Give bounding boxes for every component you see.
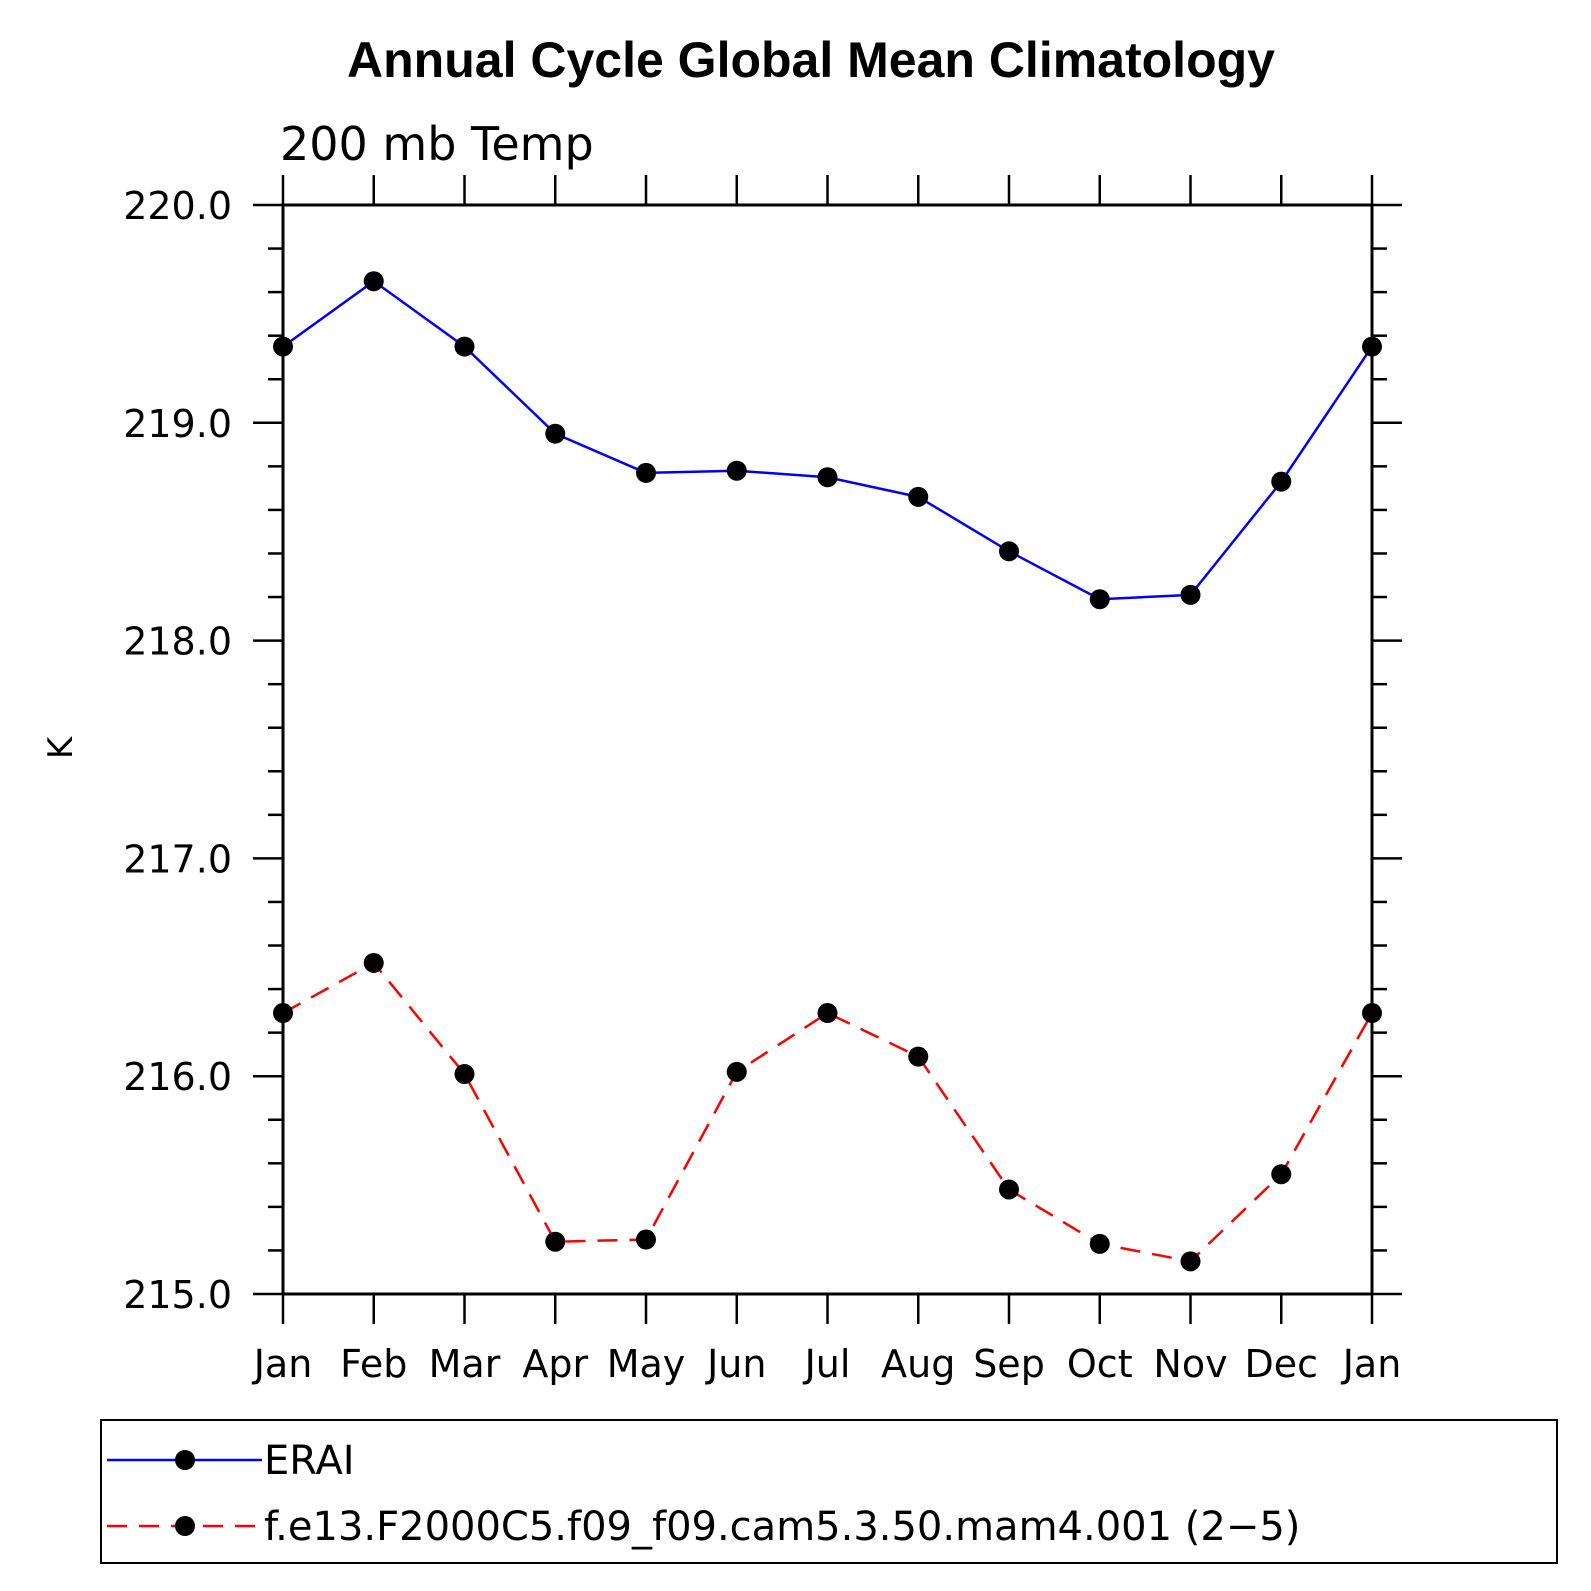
x-tick-label: Jul: [803, 1342, 851, 1386]
x-tick-label: Sep: [973, 1342, 1045, 1386]
y-tick-label: 215.0: [123, 1273, 232, 1317]
x-tick-label: Jun: [705, 1342, 766, 1386]
x-tick-label: May: [607, 1342, 686, 1386]
series-0-point: [1089, 589, 1110, 610]
chart-subtitle: 200 mb Temp: [280, 117, 594, 171]
series-1-point: [817, 1003, 838, 1024]
series-1-point: [545, 1231, 566, 1252]
x-tick-label: Feb: [340, 1342, 407, 1386]
y-axis-ticks: 215.0 216.0 217.0 218.0 219.0 220.0: [123, 184, 1402, 1317]
x-tick-label: Dec: [1244, 1342, 1318, 1386]
legend-label-model: f.e13.F2000C5.f09_f09.cam5.3.50.mam4.001…: [264, 1504, 1300, 1550]
chart-title: Annual Cycle Global Mean Climatology: [347, 32, 1275, 88]
series-1-point: [363, 952, 384, 973]
series-0-point: [908, 486, 929, 507]
series-0-point: [273, 336, 293, 357]
series-0-point: [363, 271, 384, 292]
series-1-point: [726, 1061, 747, 1082]
series-1-point: [1362, 1003, 1382, 1024]
x-tick-label: Jan: [252, 1342, 313, 1386]
x-tick-label: Jan: [1341, 1342, 1402, 1386]
series-0-point: [999, 541, 1019, 562]
x-tick-label: Mar: [429, 1342, 501, 1386]
x-tick-label: Nov: [1153, 1342, 1227, 1386]
series-0-point: [817, 467, 838, 488]
series-1-point: [636, 1229, 656, 1250]
legend-marker-erai: [175, 1450, 195, 1470]
series-0-point: [1362, 336, 1382, 357]
y-axis-label: K: [41, 735, 81, 759]
y-tick-label: 216.0: [123, 1055, 232, 1099]
series-0-point: [636, 462, 656, 483]
series-1-point: [1089, 1233, 1110, 1254]
y-tick-label: 219.0: [123, 402, 232, 446]
x-tick-label: Apr: [522, 1342, 588, 1386]
y-tick-label: 218.0: [123, 620, 232, 664]
series-1-point: [999, 1179, 1019, 1200]
series-0-point: [1180, 584, 1201, 605]
series-0-point: [545, 423, 566, 444]
series-0-point: [454, 336, 475, 357]
series-layer: [273, 271, 1382, 1272]
y-tick-label: 220.0: [123, 184, 232, 228]
x-tick-label: Aug: [881, 1342, 955, 1386]
legend-label-erai: ERAI: [264, 1438, 355, 1484]
series-1-point: [908, 1046, 929, 1067]
legend: ERAI f.e13.F2000C5.f09_f09.cam5.3.50.mam…: [100, 1419, 1558, 1564]
series-1-point: [273, 1003, 293, 1024]
series-1-point: [454, 1064, 475, 1085]
series-0-point: [726, 460, 747, 481]
y-tick-label: 217.0: [123, 837, 232, 881]
legend-marker-model: [175, 1516, 195, 1536]
series-1-point: [1271, 1164, 1292, 1185]
series-0-point: [1271, 471, 1292, 492]
x-axis-ticks: Jan Feb Mar Apr May Jun Jul Aug Sep Oct Nov Dec Jan: [252, 175, 1402, 1386]
series-1-point: [1180, 1251, 1201, 1272]
x-tick-label: Oct: [1067, 1342, 1133, 1386]
plot-frame: [281, 203, 1374, 1296]
series-line-0: [282, 279, 1374, 601]
legend-box: [100, 1419, 1558, 1564]
